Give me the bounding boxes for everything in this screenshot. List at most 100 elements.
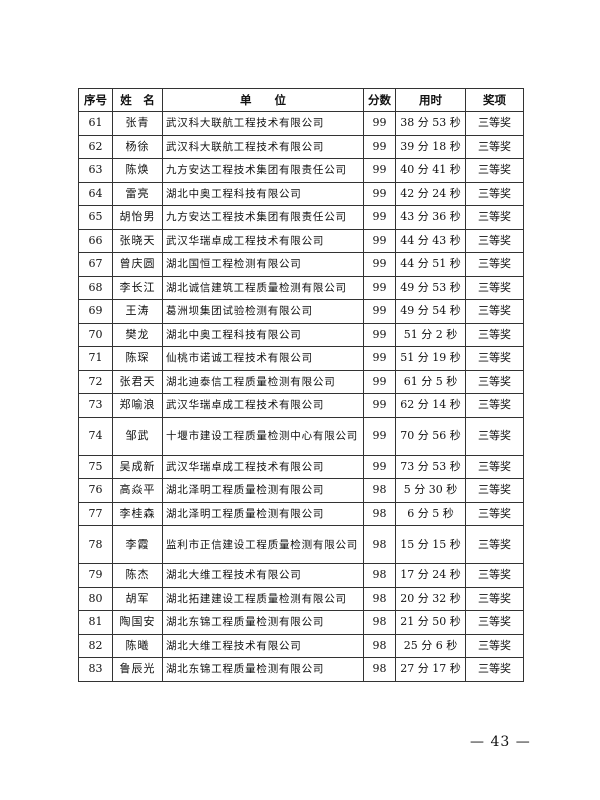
table-row: 74 邹武 十堰市建设工程质量检测中心有限公司 99 70 分 56 秒三等奖 xyxy=(78,416,524,456)
cell-unit: 湖北中奥工程科技有限公司 xyxy=(162,322,364,347)
table-row: 76 高焱平 湖北泽明工程质量检测有限公司 98 5 分 30 秒三等奖 xyxy=(78,478,524,503)
cell-seq: 76 xyxy=(78,478,113,503)
table-row: 82 陈曦 湖北大维工程技术有限公司 98 25 分 6 秒三等奖 xyxy=(78,633,524,658)
cell-award: 三等奖 xyxy=(465,610,524,635)
cell-award: 三等奖 xyxy=(465,181,524,206)
cell-score: 98 xyxy=(363,525,396,564)
table-row: 72 张君天 湖北迪泰信工程质量检测有限公司 99 61 分 5 秒三等奖 xyxy=(78,369,524,394)
table-row: 62 杨徐 武汉科大联航工程技术有限公司 99 39 分 18 秒三等奖 xyxy=(78,134,524,159)
cell-score: 98 xyxy=(363,563,396,588)
header-award: 奖项 xyxy=(465,88,524,112)
cell-time: 51 分 19 秒 xyxy=(395,346,466,371)
cell-time: 6 分 5 秒 xyxy=(395,501,466,526)
cell-unit: 武汉华瑞卓成工程技术有限公司 xyxy=(162,393,364,418)
cell-name: 郑喻浪 xyxy=(112,393,163,418)
cell-seq: 63 xyxy=(78,158,113,183)
cell-name: 李桂森 xyxy=(112,501,163,526)
cell-seq: 65 xyxy=(78,205,113,230)
table-body: 61 张青 武汉科大联航工程技术有限公司 99 38 分 53 秒三等奖 62 杨徐 武汉科大… xyxy=(78,111,524,682)
cell-unit: 湖北大维工程技术有限公司 xyxy=(162,563,364,588)
cell-seq: 64 xyxy=(78,181,113,206)
cell-name: 张青 xyxy=(112,111,163,136)
cell-award: 三等奖 xyxy=(465,393,524,418)
cell-unit: 湖北东锦工程质量检测有限公司 xyxy=(162,610,364,635)
cell-award: 三等奖 xyxy=(465,228,524,253)
cell-unit: 九方安达工程技术集团有限责任公司 xyxy=(162,205,364,230)
cell-unit: 武汉科大联航工程技术有限公司 xyxy=(162,111,364,136)
cell-unit: 葛洲坝集团试验检测有限公司 xyxy=(162,299,364,324)
cell-seq: 80 xyxy=(78,586,113,611)
table-row: 70 樊龙 湖北中奥工程科技有限公司 99 51 分 2 秒三等奖 xyxy=(78,322,524,347)
cell-time: 39 分 18 秒 xyxy=(395,134,466,159)
cell-unit: 监利市正信建设工程质量检测有限公司 xyxy=(162,525,364,564)
cell-score: 99 xyxy=(363,111,396,136)
cell-score: 99 xyxy=(363,393,396,418)
cell-unit: 湖北大维工程技术有限公司 xyxy=(162,633,364,658)
cell-seq: 73 xyxy=(78,393,113,418)
cell-seq: 83 xyxy=(78,657,113,682)
table-row: 71 陈琛 仙桃市诺诚工程技术有限公司 99 51 分 19 秒三等奖 xyxy=(78,346,524,371)
table-row: 79 陈杰 湖北大维工程技术有限公司 98 17 分 24 秒三等奖 xyxy=(78,563,524,588)
table-row: 68 李长江 湖北诚信建筑工程质量检测有限公司 99 49 分 53 秒三等奖 xyxy=(78,275,524,300)
cell-award: 三等奖 xyxy=(465,111,524,136)
cell-score: 98 xyxy=(363,633,396,658)
cell-score: 99 xyxy=(363,134,396,159)
cell-seq: 72 xyxy=(78,369,113,394)
cell-score: 99 xyxy=(363,252,396,277)
table-row: 77 李桂森 湖北泽明工程质量检测有限公司 98 6 分 5 秒三等奖 xyxy=(78,501,524,526)
cell-score: 99 xyxy=(363,346,396,371)
cell-award: 三等奖 xyxy=(465,299,524,324)
header-seq: 序号 xyxy=(78,88,113,112)
cell-award: 三等奖 xyxy=(465,275,524,300)
cell-time: 61 分 5 秒 xyxy=(395,369,466,394)
cell-name: 陈焕 xyxy=(112,158,163,183)
cell-name: 王涛 xyxy=(112,299,163,324)
cell-time: 40 分 41 秒 xyxy=(395,158,466,183)
cell-time: 15 分 15 秒 xyxy=(395,525,466,564)
cell-award: 三等奖 xyxy=(465,454,524,479)
cell-name: 陈琛 xyxy=(112,346,163,371)
cell-unit: 九方安达工程技术集团有限责任公司 xyxy=(162,158,364,183)
cell-time: 38 分 53 秒 xyxy=(395,111,466,136)
cell-unit: 湖北东锦工程质量检测有限公司 xyxy=(162,657,364,682)
table-row: 66 张晓天 武汉华瑞卓成工程技术有限公司 99 44 分 43 秒三等奖 xyxy=(78,228,524,253)
cell-name: 张晓天 xyxy=(112,228,163,253)
cell-name: 高焱平 xyxy=(112,478,163,503)
table-row: 67 曾庆圆 湖北国恒工程检测有限公司 99 44 分 51 秒三等奖 xyxy=(78,252,524,277)
cell-unit: 湖北泽明工程质量检测有限公司 xyxy=(162,501,364,526)
cell-score: 98 xyxy=(363,501,396,526)
cell-unit: 仙桃市诺诚工程技术有限公司 xyxy=(162,346,364,371)
header-name: 姓 名 xyxy=(112,88,163,112)
cell-time: 42 分 24 秒 xyxy=(395,181,466,206)
cell-seq: 78 xyxy=(78,525,113,564)
cell-seq: 67 xyxy=(78,252,113,277)
cell-name: 陈曦 xyxy=(112,633,163,658)
cell-seq: 62 xyxy=(78,134,113,159)
cell-name: 陶国安 xyxy=(112,610,163,635)
cell-score: 99 xyxy=(363,181,396,206)
table-row: 73 郑喻浪 武汉华瑞卓成工程技术有限公司 99 62 分 14 秒三等奖 xyxy=(78,393,524,418)
cell-time: 70 分 56 秒 xyxy=(395,416,466,456)
cell-seq: 74 xyxy=(78,416,113,456)
cell-unit: 湖北拓建建设工程质量检测有限公司 xyxy=(162,586,364,611)
cell-award: 三等奖 xyxy=(465,501,524,526)
table-row: 64 雷亮 湖北中奥工程科技有限公司 99 42 分 24 秒三等奖 xyxy=(78,181,524,206)
cell-seq: 77 xyxy=(78,501,113,526)
cell-seq: 82 xyxy=(78,633,113,658)
cell-seq: 66 xyxy=(78,228,113,253)
cell-name: 吴成新 xyxy=(112,454,163,479)
cell-unit: 十堰市建设工程质量检测中心有限公司 xyxy=(162,416,364,456)
cell-award: 三等奖 xyxy=(465,525,524,564)
table-row: 75 吴成新 武汉华瑞卓成工程技术有限公司 99 73 分 53 秒三等奖 xyxy=(78,454,524,479)
table-row: 81 陶国安 湖北东锦工程质量检测有限公司 98 21 分 50 秒三等奖 xyxy=(78,610,524,635)
cell-award: 三等奖 xyxy=(465,586,524,611)
cell-score: 99 xyxy=(363,322,396,347)
cell-unit: 湖北诚信建筑工程质量检测有限公司 xyxy=(162,275,364,300)
cell-unit: 武汉华瑞卓成工程技术有限公司 xyxy=(162,228,364,253)
cell-award: 三等奖 xyxy=(465,633,524,658)
cell-score: 99 xyxy=(363,158,396,183)
cell-time: 20 分 32 秒 xyxy=(395,586,466,611)
cell-name: 胡怡男 xyxy=(112,205,163,230)
cell-award: 三等奖 xyxy=(465,252,524,277)
cell-score: 99 xyxy=(363,369,396,394)
